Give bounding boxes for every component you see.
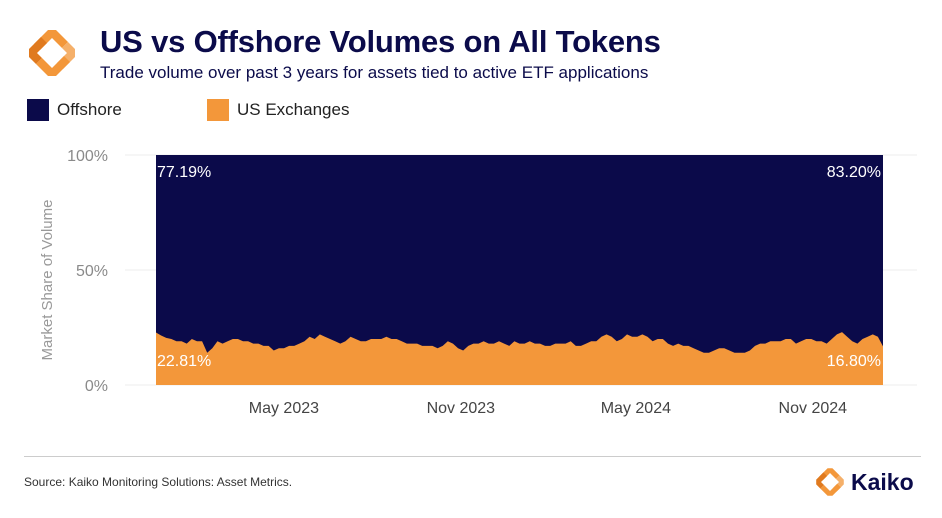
data-label-us-start: 22.81% <box>157 353 211 370</box>
y-tick-label: 100% <box>67 148 108 165</box>
x-tick-label: Nov 2024 <box>779 400 848 417</box>
legend-label-us-exchanges: US Exchanges <box>237 100 350 119</box>
chart-subtitle: Trade volume over past 3 years for asset… <box>100 63 649 82</box>
y-axis-title: Market Share of Volume <box>39 200 56 361</box>
chart-plot: Market Share of Volume 0% 50% 100% May 2023 N… <box>39 148 917 417</box>
brand-name: Kaiko <box>851 468 914 495</box>
x-tick-label: May 2023 <box>249 400 319 417</box>
x-tick-label: Nov 2023 <box>427 400 496 417</box>
y-tick-label: 0% <box>85 378 108 395</box>
legend-item-us-exchanges[interactable]: US Exchanges <box>207 99 349 121</box>
x-tick-label: May 2024 <box>601 400 671 417</box>
data-label-offshore-start: 77.19% <box>157 164 211 181</box>
chart-title: US vs Offshore Volumes on All Tokens <box>100 24 661 59</box>
legend-label-offshore: Offshore <box>57 100 122 119</box>
data-label-us-end: 16.80% <box>827 353 881 370</box>
kaiko-brand-icon <box>816 468 844 496</box>
legend-item-offshore[interactable]: Offshore <box>27 99 122 121</box>
area-us-exchanges <box>156 332 883 385</box>
data-label-offshore-end: 83.20% <box>827 164 881 181</box>
legend-swatch-us-exchanges <box>207 99 229 121</box>
source-note: Source: Kaiko Monitoring Solutions: Asse… <box>24 475 293 489</box>
legend-swatch-offshore <box>27 99 49 121</box>
brand-logo: Kaiko <box>815 462 930 502</box>
kaiko-logo-icon <box>29 30 75 76</box>
footer-divider <box>24 456 921 457</box>
y-tick-label: 50% <box>76 263 108 280</box>
